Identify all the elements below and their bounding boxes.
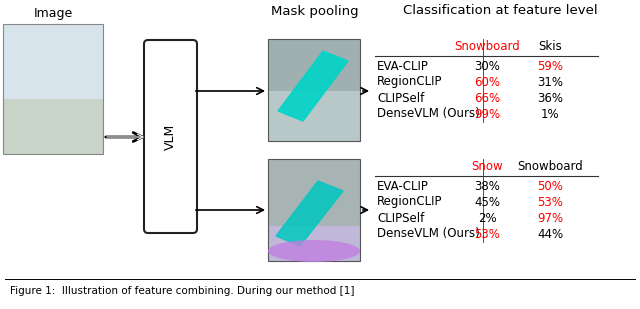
Text: RegionCLIP: RegionCLIP <box>377 196 442 209</box>
Bar <box>3 99 103 154</box>
Text: 99%: 99% <box>474 108 500 121</box>
Text: Image: Image <box>33 7 72 20</box>
Text: Mask pooling: Mask pooling <box>271 5 359 18</box>
Text: CLIPSelf: CLIPSelf <box>377 211 424 225</box>
Text: 53%: 53% <box>537 196 563 209</box>
Text: 30%: 30% <box>474 60 500 73</box>
Text: CLIPSelf: CLIPSelf <box>377 91 424 104</box>
Bar <box>3 24 103 99</box>
Text: Snowboard: Snowboard <box>454 40 520 53</box>
Text: Snowboard: Snowboard <box>517 160 583 173</box>
Bar <box>268 39 360 141</box>
Text: 66%: 66% <box>474 91 500 104</box>
Polygon shape <box>278 51 348 121</box>
Bar <box>268 159 360 261</box>
FancyBboxPatch shape <box>144 40 197 233</box>
Text: 60%: 60% <box>474 75 500 88</box>
Bar <box>268 39 360 91</box>
Text: Classification at feature level: Classification at feature level <box>403 5 597 18</box>
Text: 1%: 1% <box>541 108 559 121</box>
Text: 45%: 45% <box>474 196 500 209</box>
Text: Snow: Snow <box>471 160 503 173</box>
Text: 53%: 53% <box>474 227 500 240</box>
Bar <box>268 159 360 226</box>
Text: 36%: 36% <box>537 91 563 104</box>
Ellipse shape <box>268 240 360 262</box>
Text: Skis: Skis <box>538 40 562 53</box>
Bar <box>268 226 360 261</box>
Text: EVA-CLIP: EVA-CLIP <box>377 60 429 73</box>
Bar <box>268 91 360 141</box>
Bar <box>3 24 103 154</box>
Text: 31%: 31% <box>537 75 563 88</box>
Text: 97%: 97% <box>537 211 563 225</box>
Text: Figure 1:  Illustration of feature combining. During our method [1]: Figure 1: Illustration of feature combin… <box>10 286 355 296</box>
Text: DenseVLM (Ours): DenseVLM (Ours) <box>377 227 480 240</box>
Text: 44%: 44% <box>537 227 563 240</box>
Text: RegionCLIP: RegionCLIP <box>377 75 442 88</box>
Text: 38%: 38% <box>474 180 500 193</box>
Text: 59%: 59% <box>537 60 563 73</box>
Text: DenseVLM (Ours): DenseVLM (Ours) <box>377 108 480 121</box>
Polygon shape <box>276 181 343 246</box>
Text: EVA-CLIP: EVA-CLIP <box>377 180 429 193</box>
Text: 50%: 50% <box>537 180 563 193</box>
Text: 2%: 2% <box>477 211 496 225</box>
Text: VLM: VLM <box>164 123 177 150</box>
